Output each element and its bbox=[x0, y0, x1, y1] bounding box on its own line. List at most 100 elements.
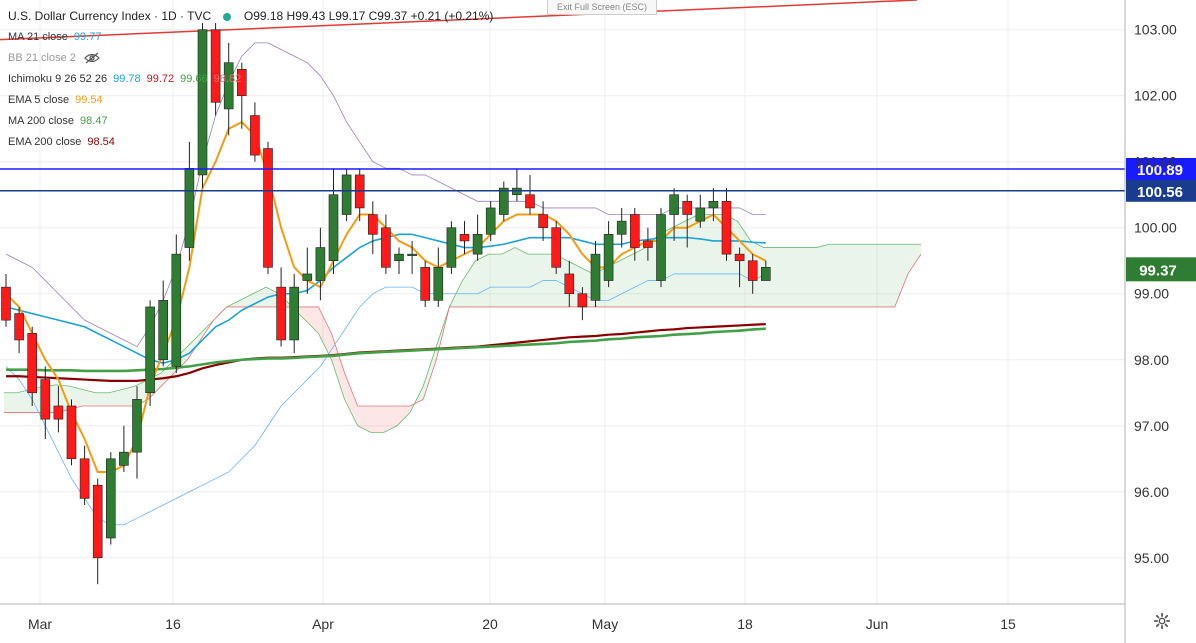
candle[interactable] bbox=[708, 188, 719, 222]
legend-indicator-row[interactable]: Ichimoku 9 26 52 26 99.78 99.72 99.66 98.82 bbox=[8, 69, 493, 90]
y-tick-label: 98.00 bbox=[1134, 352, 1169, 368]
candle[interactable] bbox=[250, 102, 260, 162]
candle[interactable] bbox=[616, 207, 627, 248]
candle[interactable] bbox=[145, 300, 155, 406]
candle[interactable] bbox=[315, 227, 326, 301]
indicator-label: EMA 200 close bbox=[8, 136, 82, 148]
cloud-segment bbox=[252, 287, 266, 307]
candle[interactable] bbox=[459, 221, 470, 255]
candle[interactable] bbox=[485, 201, 496, 241]
candle[interactable] bbox=[341, 168, 352, 222]
candle-body bbox=[210, 29, 221, 103]
indicator-value: 98.82 bbox=[213, 73, 242, 85]
candle[interactable] bbox=[420, 260, 431, 307]
candle[interactable] bbox=[132, 386, 142, 479]
legend-indicator-row[interactable]: EMA 5 close 99.54 bbox=[8, 90, 493, 111]
ichimoku-span-a-line bbox=[4, 214, 921, 433]
legend-indicator-row[interactable]: MA 21 close 99.77 bbox=[8, 27, 493, 48]
candle[interactable] bbox=[158, 280, 168, 367]
legend-indicator-row[interactable]: BB 21 close 2 bbox=[8, 48, 493, 69]
candle[interactable] bbox=[1, 273, 11, 327]
symbol-title[interactable]: U.S. Dollar Currency Index · 1D · TVC bbox=[8, 9, 212, 23]
cloud-segment bbox=[370, 405, 384, 433]
legend-indicator-row[interactable]: EMA 200 close 98.54 bbox=[8, 132, 493, 153]
candle[interactable] bbox=[289, 273, 300, 354]
candle-body bbox=[119, 451, 129, 466]
cloud-segment bbox=[4, 392, 18, 413]
candle[interactable] bbox=[734, 247, 745, 288]
candle[interactable] bbox=[564, 260, 575, 307]
candle[interactable] bbox=[538, 201, 548, 241]
candle[interactable] bbox=[302, 247, 313, 294]
candle[interactable] bbox=[184, 141, 195, 261]
exit-fullscreen-button[interactable]: Exit Full Screen (ESC) bbox=[547, 0, 657, 15]
candle[interactable] bbox=[433, 247, 444, 307]
candle[interactable] bbox=[92, 478, 103, 585]
candlestick-series[interactable] bbox=[1, 23, 771, 585]
horizontal-levels[interactable]: 100.89 100.56 99.37 bbox=[0, 157, 1196, 282]
settings-gear-icon[interactable] bbox=[1153, 612, 1171, 630]
candle[interactable] bbox=[590, 240, 601, 307]
candle[interactable] bbox=[747, 254, 758, 294]
candle[interactable] bbox=[629, 207, 640, 261]
candle[interactable] bbox=[603, 221, 614, 288]
candle[interactable] bbox=[237, 62, 247, 129]
candle-body bbox=[132, 399, 142, 453]
candle[interactable] bbox=[171, 234, 182, 373]
candle[interactable] bbox=[643, 227, 653, 261]
cloud-segment bbox=[17, 389, 31, 413]
candle[interactable] bbox=[512, 168, 522, 202]
candle[interactable] bbox=[682, 194, 693, 248]
candle[interactable] bbox=[106, 452, 116, 545]
candle[interactable] bbox=[66, 399, 77, 466]
candle-body bbox=[328, 194, 339, 262]
candle[interactable] bbox=[354, 168, 365, 222]
cloud-segment bbox=[803, 247, 817, 307]
candle[interactable] bbox=[446, 221, 457, 274]
candle-body bbox=[669, 194, 679, 215]
candle-body bbox=[708, 201, 719, 209]
cloud-segment bbox=[619, 254, 633, 307]
candle-body bbox=[53, 405, 64, 420]
candle[interactable] bbox=[197, 23, 208, 189]
ma200-line bbox=[6, 327, 766, 373]
candle[interactable] bbox=[695, 194, 706, 228]
price-level-label: 100.56 bbox=[1137, 184, 1183, 201]
candle[interactable] bbox=[27, 326, 38, 406]
candle[interactable] bbox=[367, 201, 378, 255]
candle[interactable] bbox=[721, 188, 732, 261]
candle[interactable] bbox=[276, 267, 286, 347]
cloud-segment bbox=[514, 247, 528, 307]
candle[interactable] bbox=[223, 42, 234, 136]
candle[interactable] bbox=[394, 247, 404, 274]
candle[interactable] bbox=[498, 181, 509, 222]
cloud-segment bbox=[698, 214, 712, 307]
candle-body bbox=[381, 227, 391, 268]
candle[interactable] bbox=[472, 214, 483, 261]
candle[interactable] bbox=[53, 386, 64, 433]
cloud-segment bbox=[881, 244, 895, 307]
candle[interactable] bbox=[328, 168, 339, 274]
candle-body bbox=[433, 267, 444, 301]
candle[interactable] bbox=[577, 287, 588, 321]
candle[interactable] bbox=[263, 141, 273, 274]
candle[interactable] bbox=[119, 425, 129, 472]
candle-body bbox=[734, 253, 745, 262]
candle[interactable] bbox=[760, 260, 771, 281]
legend-indicator-row[interactable]: MA 200 close 98.47 bbox=[8, 111, 493, 132]
candle[interactable] bbox=[381, 214, 391, 274]
candle[interactable] bbox=[407, 240, 417, 274]
candle[interactable] bbox=[210, 23, 221, 116]
candle-body bbox=[27, 333, 38, 394]
candle[interactable] bbox=[525, 174, 535, 215]
candle[interactable] bbox=[656, 207, 666, 288]
candle-body bbox=[525, 194, 535, 209]
candle-body bbox=[407, 253, 417, 256]
hidden-eye-icon[interactable] bbox=[84, 52, 100, 64]
candle[interactable] bbox=[14, 306, 24, 354]
candle[interactable] bbox=[40, 366, 51, 439]
candle[interactable] bbox=[669, 188, 679, 241]
candle[interactable] bbox=[551, 221, 562, 274]
candle[interactable] bbox=[79, 445, 90, 505]
